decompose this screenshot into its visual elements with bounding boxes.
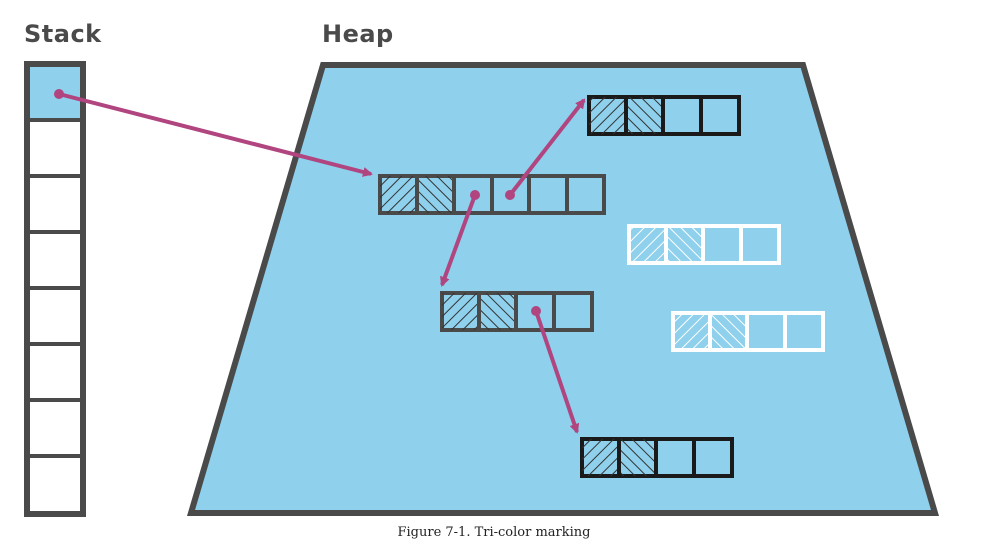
gray-object-middle [440, 291, 594, 332]
pointer-origin-dot [470, 190, 480, 200]
stack-column [24, 61, 86, 517]
white-object-upper [627, 224, 781, 265]
pointer-root-to-gray-middle [440, 194, 477, 287]
stack-title: Stack [24, 20, 102, 48]
white-object-lower [671, 311, 825, 352]
pointer-origin-dot [531, 306, 541, 316]
pointer-root-to-black-top [508, 98, 586, 197]
heap-title: Heap [322, 20, 394, 48]
heap-region [186, 62, 940, 516]
pointer-origin-dot [54, 89, 64, 99]
pointer-origin-dot [505, 190, 515, 200]
pointer-arrows [58, 92, 586, 434]
figure-caption: Figure 7-1. Tri-color marking [397, 525, 591, 540]
pointer-stack-to-root-object [58, 92, 373, 177]
gray-object-root [378, 174, 606, 215]
black-object-bottom [580, 437, 734, 478]
pointer-origins [54, 89, 541, 316]
pointer-gray-to-black-bottom [534, 310, 580, 434]
black-object-top [587, 95, 741, 136]
